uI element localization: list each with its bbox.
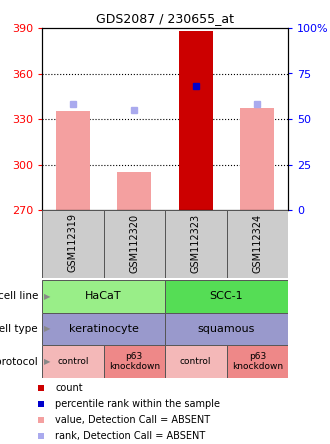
Text: rank, Detection Call = ABSENT: rank, Detection Call = ABSENT (55, 431, 205, 441)
Text: cell type: cell type (0, 324, 38, 334)
Bar (179, 31, 213, 210)
Bar (38, 401, 44, 407)
Text: GSM112320: GSM112320 (129, 214, 139, 273)
Bar (38, 433, 44, 439)
Text: p63
knockdown: p63 knockdown (232, 352, 283, 371)
Bar (42, 345, 104, 378)
Bar (42, 280, 165, 313)
Bar (38, 385, 44, 391)
Text: control: control (57, 357, 88, 366)
Bar (165, 313, 288, 345)
Text: p63
knockdown: p63 knockdown (109, 352, 160, 371)
Text: HaCaT: HaCaT (85, 291, 122, 301)
Bar (117, 172, 151, 210)
Text: ▶: ▶ (44, 325, 50, 333)
Text: value, Detection Call = ABSENT: value, Detection Call = ABSENT (55, 415, 210, 425)
Text: ▶: ▶ (44, 292, 50, 301)
Text: GSM112319: GSM112319 (68, 214, 78, 273)
Text: protocol: protocol (0, 357, 38, 367)
Text: cell line: cell line (0, 291, 38, 301)
Bar (165, 210, 226, 278)
Bar (104, 345, 165, 378)
Bar (165, 280, 288, 313)
Text: squamous: squamous (198, 324, 255, 334)
Text: keratinocyte: keratinocyte (69, 324, 139, 334)
Bar (42, 210, 104, 278)
Text: percentile rank within the sample: percentile rank within the sample (55, 399, 220, 409)
Text: control: control (180, 357, 212, 366)
Title: GDS2087 / 230655_at: GDS2087 / 230655_at (96, 12, 234, 25)
Text: count: count (55, 383, 82, 393)
Bar (165, 345, 226, 378)
Text: ▶: ▶ (44, 357, 50, 366)
Bar (240, 108, 274, 210)
Bar (226, 345, 288, 378)
Text: GSM112323: GSM112323 (191, 214, 201, 273)
Text: GSM112324: GSM112324 (252, 214, 262, 273)
Bar (104, 210, 165, 278)
Bar (38, 417, 44, 423)
Bar (42, 313, 165, 345)
Bar (56, 111, 90, 210)
Bar (226, 210, 288, 278)
Text: SCC-1: SCC-1 (210, 291, 243, 301)
